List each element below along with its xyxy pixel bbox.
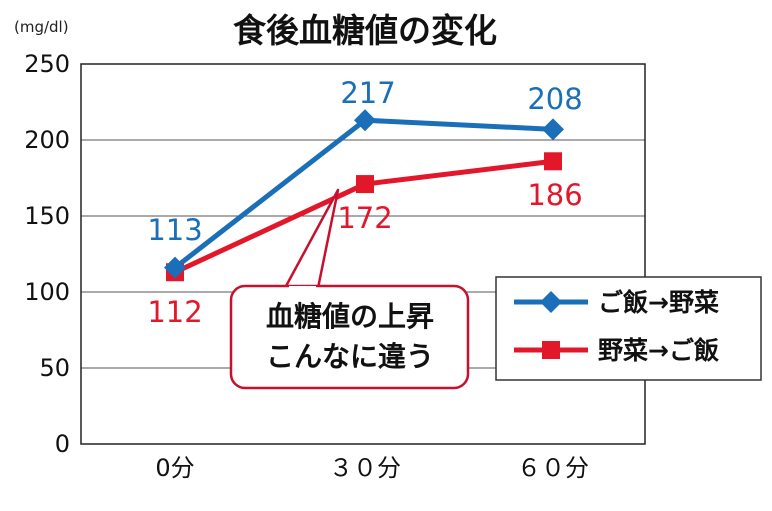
series-markers	[164, 109, 564, 282]
x-tick-0: 0分	[155, 454, 194, 482]
plot-frame	[80, 63, 646, 445]
callout-line-1: こんなに違う	[266, 340, 434, 373]
y-tick-100: 100	[24, 278, 70, 306]
chart-title: 食後血糖値の変化	[233, 11, 497, 50]
data-label-s0-2: 208	[527, 82, 582, 116]
callout-line-0: 血糖値の上昇	[266, 300, 434, 333]
marker-s0-0	[164, 256, 186, 279]
y-tick-labels: 0 50 100 150 200 250	[24, 50, 70, 458]
marker-s0-2	[542, 118, 564, 141]
y-tick-250: 250	[24, 50, 70, 78]
legend-label-1: 野菜→ご飯	[598, 336, 719, 365]
legend-marker-0	[540, 291, 562, 313]
series-lines	[173, 117, 554, 275]
x-tick-2: ６０分	[517, 454, 589, 482]
data-label-s1-2: 186	[527, 178, 582, 212]
x-tick-1: ３０分	[329, 454, 401, 482]
callout-frame	[229, 284, 470, 390]
marker-s0-1	[354, 109, 376, 132]
data-labels: 112 172 186 113 217 208	[147, 76, 582, 329]
callout-pointer	[283, 188, 340, 290]
marker-s1-2	[544, 152, 562, 171]
y-tick-150: 150	[24, 202, 70, 230]
x-tick-labels: 0分 ３０分 ６０分	[155, 454, 589, 482]
legend-marker-1	[542, 341, 560, 359]
data-label-s0-0: 113	[147, 213, 202, 247]
data-label-s0-1: 217	[340, 76, 395, 110]
y-axis-unit: (mg/dl)	[14, 18, 69, 36]
y-tick-50: 50	[39, 354, 70, 382]
y-tick-0: 0	[55, 430, 70, 458]
legend-frame	[495, 276, 762, 381]
legend-label-0: ご飯→野菜	[598, 288, 719, 317]
data-label-s1-1: 172	[337, 201, 392, 235]
data-label-s1-0: 112	[147, 295, 202, 329]
marker-s1-1	[356, 175, 374, 194]
y-tick-200: 200	[24, 126, 70, 154]
